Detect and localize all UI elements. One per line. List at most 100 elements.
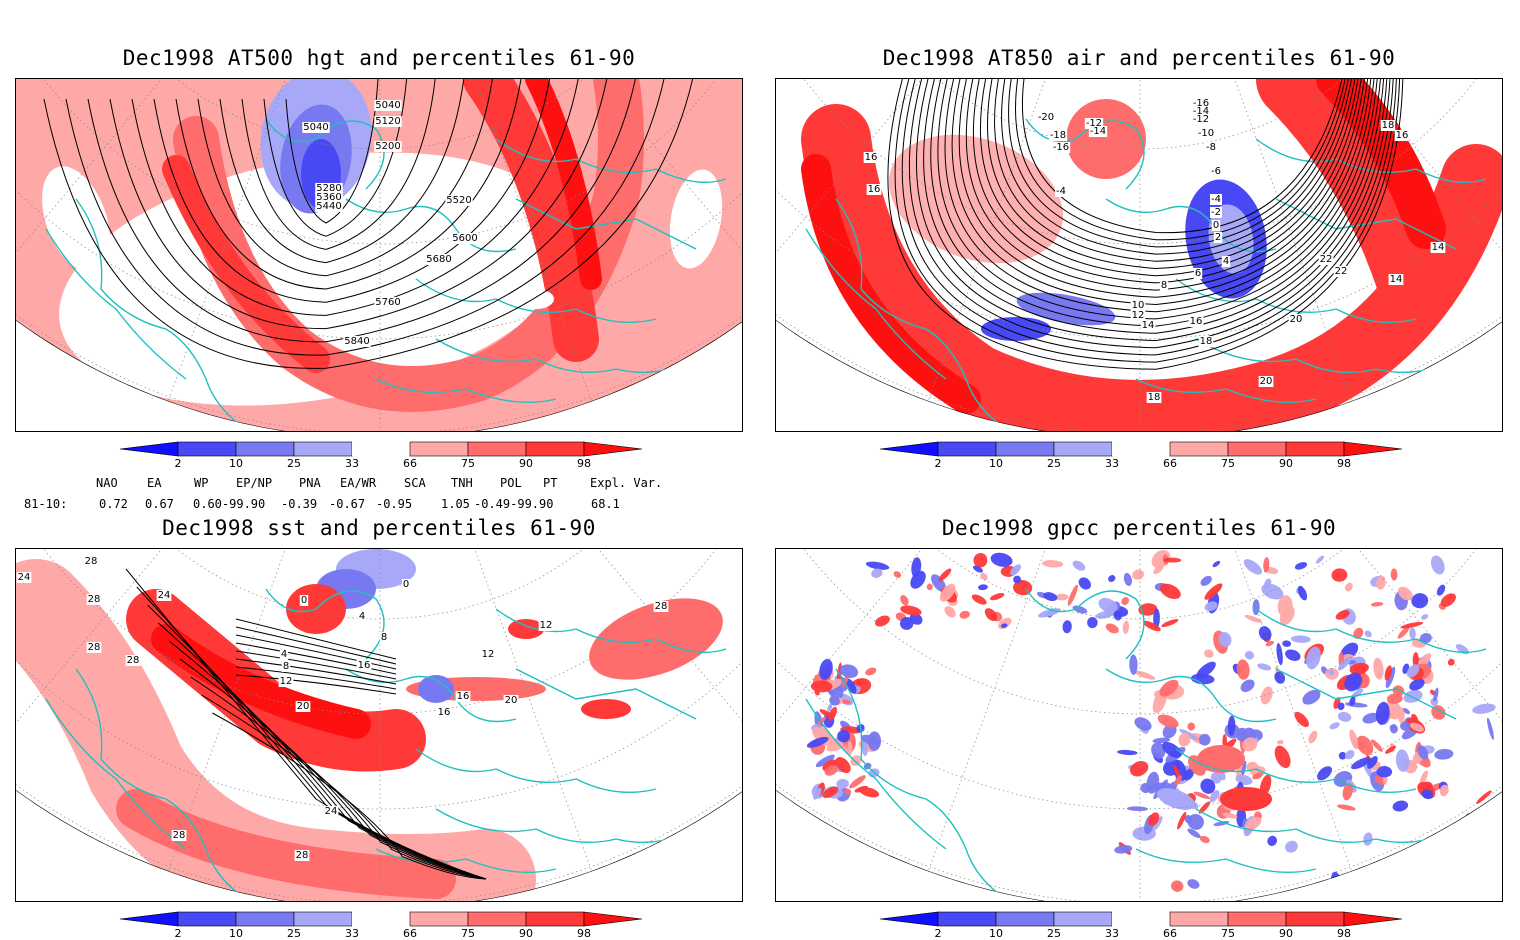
contour-label: 5200 (375, 141, 400, 152)
contour-label: 28 (296, 850, 309, 861)
colorbar-label: 2 (935, 457, 942, 468)
contour-label: 28 (88, 642, 101, 653)
contour-label: 20 (505, 695, 518, 706)
colorbar-label: 25 (287, 457, 301, 468)
contour-label: 28 (88, 594, 101, 605)
contour-label: 4 (1223, 256, 1229, 267)
contour-label: 16 (1396, 130, 1409, 141)
contour-label: 22 (1320, 254, 1333, 265)
contour-label: -6 (1211, 166, 1221, 177)
contour-label: 12 (482, 649, 495, 660)
index-header: Expl. Var. (590, 476, 663, 490)
map-panel-hgt: 5040 5040 5120 5200 5280 5360 5440 5520 5600 5680… (15, 78, 743, 432)
contour-label: 16 (457, 691, 470, 702)
index-header: NAO (96, 476, 118, 490)
colorbar-label: 33 (345, 457, 359, 468)
colorbar-label: 2 (935, 927, 942, 938)
contour-label: -8 (1206, 142, 1216, 153)
colorbar-label: 2 (175, 457, 182, 468)
contour-label: 5040 (303, 122, 328, 133)
contour-label: 8 (283, 661, 289, 672)
colorbar-label: 66 (403, 457, 417, 468)
contour-label: 2 (1215, 232, 1221, 243)
colorbar-label: 66 (403, 927, 417, 938)
contour-label: 14 (1390, 274, 1403, 285)
colorbar-label: 10 (989, 457, 1003, 468)
colorbar-label: 90 (1279, 927, 1293, 938)
colorbar-label: 33 (1105, 457, 1119, 468)
colorbar-bottom-left: 2 10 25 33 66 75 90 98 (119, 911, 643, 938)
colorbar-label: 33 (1105, 927, 1119, 938)
contour-label: 8 (1161, 280, 1167, 291)
colorbar-top-right: 2 10 25 33 66 75 90 98 (879, 441, 1403, 468)
contour-label: 5360 (316, 192, 341, 203)
colorbar-label: 66 (1163, 457, 1177, 468)
colorbar-label: 33 (345, 927, 359, 938)
contour-label: 16 (358, 660, 371, 671)
index-header: PNA (299, 476, 321, 490)
colorbar-label: 98 (577, 457, 591, 468)
colorbar-label: 66 (1163, 927, 1177, 938)
contour-label: 5440 (316, 201, 341, 212)
contour-label: 20 (1290, 314, 1303, 325)
contour-label: 12 (280, 676, 293, 687)
contour-label: -20 (1038, 112, 1054, 123)
colorbar-label: 98 (1337, 457, 1351, 468)
contour-label: 16 (1190, 316, 1203, 327)
contour-label: 5680 (426, 254, 451, 265)
contour-label: 5520 (446, 195, 471, 206)
contour-label: -12 (1086, 118, 1102, 129)
contour-label: 16 (438, 707, 451, 718)
contour-label: -14 (1090, 126, 1106, 137)
contour-label: 18 (1148, 392, 1161, 403)
contour-label: 6 (1195, 268, 1201, 279)
contour-label: 28 (85, 556, 98, 567)
contour-label: 0 (1213, 220, 1219, 231)
contour-label: 16 (865, 152, 878, 163)
colorbar-top-left: 2 10 25 33 66 75 90 98 (119, 441, 643, 468)
contour-label: -10 (1198, 128, 1214, 139)
panel-title-sst: Dec1998 sst and percentiles 61-90 (162, 516, 596, 540)
index-header: TNH (451, 476, 473, 490)
contour-label: 5040 (375, 100, 400, 111)
contour-label: 18 (1382, 120, 1395, 131)
map-air: -20-12-14-18-16-16-14-12-10-8-6-4-4-2024… (776, 79, 1502, 431)
index-value: -0.49-99.90 (474, 497, 554, 511)
index-value: -0.39 (281, 497, 318, 511)
contour-label: 5280 (316, 183, 341, 194)
contour-label: 20 (1260, 376, 1273, 387)
contour-label: 18 (1200, 336, 1213, 347)
colorbar-label: 10 (229, 927, 243, 938)
colorbar-label: 75 (461, 457, 475, 468)
colorbar-label: 90 (1279, 457, 1293, 468)
index-value: 1.05 (441, 497, 470, 511)
contour-label: 5760 (375, 297, 400, 308)
index-header: PT (543, 476, 558, 490)
index-header: WP (194, 476, 209, 490)
contour-label: 0 (403, 579, 409, 590)
contour-label: 14 (1432, 242, 1445, 253)
contour-label: 8 (381, 632, 387, 643)
contour-label: 5600 (452, 233, 477, 244)
contour-label: 0 (301, 595, 307, 606)
contour-label: 5840 (344, 336, 369, 347)
contour-label: 5120 (375, 116, 400, 127)
colorbar-label: 2 (175, 927, 182, 938)
contour-label: 16 (868, 184, 881, 195)
contour-label: 28 (173, 830, 186, 841)
colorbar-label: 90 (519, 457, 533, 468)
index-value: 0.67 (145, 497, 174, 511)
contour-label: 12 (1132, 310, 1145, 321)
contour-label: 24 (325, 806, 338, 817)
contour-label: 28 (127, 655, 140, 666)
contour-label: 10 (1132, 300, 1145, 311)
colorbar-label: 90 (519, 927, 533, 938)
contour-label: 28 (655, 601, 668, 612)
index-header: SCA (404, 476, 426, 490)
index-table: NAO EA WP EP/NP PNA EA/WR SCA TNH POL PT… (0, 476, 760, 516)
index-header: POL (500, 476, 522, 490)
contour-label: -2 (1211, 207, 1221, 218)
colorbar-label: 25 (287, 927, 301, 938)
panel-title-hgt: Dec1998 AT500 hgt and percentiles 61-90 (122, 46, 636, 70)
